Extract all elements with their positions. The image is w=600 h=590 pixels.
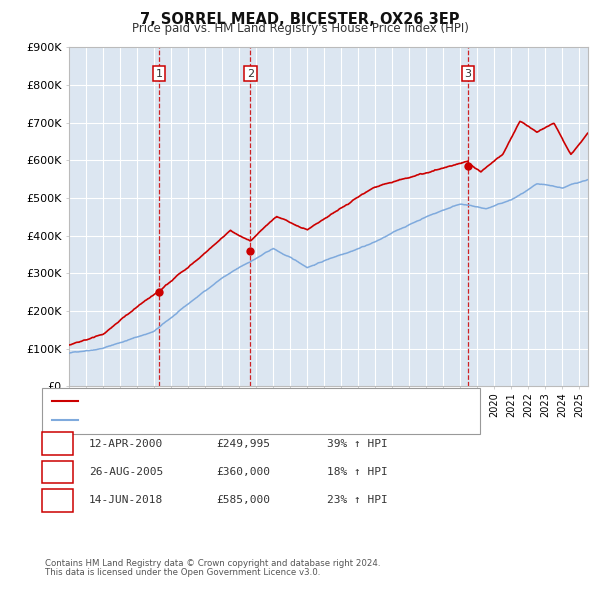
Text: 1: 1 — [54, 437, 61, 450]
Text: £360,000: £360,000 — [216, 467, 270, 477]
Text: Contains HM Land Registry data © Crown copyright and database right 2024.: Contains HM Land Registry data © Crown c… — [45, 559, 380, 568]
Text: 7, SORREL MEAD, BICESTER, OX26 3EP: 7, SORREL MEAD, BICESTER, OX26 3EP — [140, 12, 460, 27]
Text: 7, SORREL MEAD, BICESTER, OX26 3EP (detached house): 7, SORREL MEAD, BICESTER, OX26 3EP (deta… — [81, 396, 379, 407]
Text: 2: 2 — [247, 68, 254, 78]
Text: 3: 3 — [464, 68, 472, 78]
Text: 18% ↑ HPI: 18% ↑ HPI — [327, 467, 388, 477]
Text: Price paid vs. HM Land Registry's House Price Index (HPI): Price paid vs. HM Land Registry's House … — [131, 22, 469, 35]
Text: £249,995: £249,995 — [216, 439, 270, 448]
Text: 3: 3 — [54, 494, 61, 507]
Text: This data is licensed under the Open Government Licence v3.0.: This data is licensed under the Open Gov… — [45, 568, 320, 577]
Text: 1: 1 — [155, 68, 163, 78]
Text: 23% ↑ HPI: 23% ↑ HPI — [327, 496, 388, 505]
Text: HPI: Average price, detached house, Cherwell: HPI: Average price, detached house, Cher… — [81, 415, 320, 425]
Text: 39% ↑ HPI: 39% ↑ HPI — [327, 439, 388, 448]
Text: £585,000: £585,000 — [216, 496, 270, 505]
Text: 2: 2 — [54, 466, 61, 478]
Text: 26-AUG-2005: 26-AUG-2005 — [89, 467, 163, 477]
Text: 12-APR-2000: 12-APR-2000 — [89, 439, 163, 448]
Text: 14-JUN-2018: 14-JUN-2018 — [89, 496, 163, 505]
